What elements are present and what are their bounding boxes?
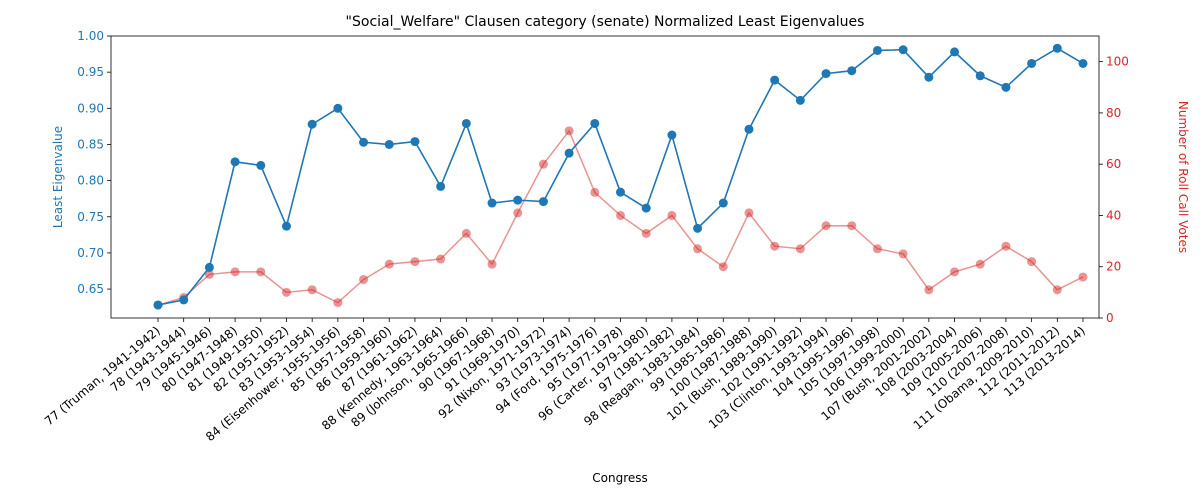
roll-call-votes-point	[821, 221, 831, 231]
eigenvalue-series	[153, 43, 1088, 310]
right-y-tick-label: 40	[1106, 208, 1121, 222]
left-y-tick-label: 0.70	[77, 246, 104, 260]
least-eigenvalue-point	[153, 300, 163, 310]
least-eigenvalue-point	[821, 69, 831, 79]
roll-call-votes-point	[770, 241, 780, 251]
roll-call-votes-point	[872, 244, 882, 254]
roll-call-votes-point	[281, 287, 291, 297]
right-y-tick-label: 20	[1106, 260, 1121, 274]
left-y-tick-label: 0.90	[77, 101, 104, 115]
roll-call-votes-point	[461, 228, 471, 238]
least-eigenvalue-point	[281, 221, 291, 231]
least-eigenvalue-point	[667, 130, 677, 140]
least-eigenvalue-point	[230, 157, 240, 167]
roll-call-votes-point	[487, 259, 497, 269]
least-eigenvalue-point	[718, 198, 728, 208]
left-y-tick-label: 0.80	[77, 174, 104, 188]
least-eigenvalue-line	[157, 47, 1084, 306]
roll-call-votes-point	[307, 285, 317, 295]
least-eigenvalue-point	[461, 118, 471, 128]
least-eigenvalue-point	[384, 139, 394, 149]
right-y-tick-label: 60	[1106, 157, 1121, 171]
least-eigenvalue-point	[975, 71, 985, 81]
roll-call-votes-point	[795, 244, 805, 254]
least-eigenvalue-point	[898, 45, 908, 55]
right-y-axis: 0 20 40 60 80 100	[1099, 55, 1129, 325]
roll-call-votes-point	[693, 244, 703, 254]
left-y-axis: 0.65 0.70 0.75 0.80 0.85 0.90 0.95 1.00	[77, 29, 111, 296]
right-y-tick-label: 80	[1106, 106, 1121, 120]
roll-call-votes-point	[718, 262, 728, 272]
roll-call-votes-point	[436, 254, 446, 264]
least-eigenvalue-point	[872, 45, 882, 55]
least-eigenvalue-point	[538, 197, 548, 207]
least-eigenvalue-point	[204, 262, 214, 272]
roll-call-votes-point	[333, 298, 343, 308]
right-y-tick-label: 100	[1106, 55, 1129, 69]
roll-call-votes-point	[616, 210, 625, 220]
least-eigenvalue-point	[1027, 58, 1037, 68]
right-y-axis-label: Number of Roll Call Votes	[1176, 101, 1190, 253]
least-eigenvalue-point	[847, 66, 857, 76]
least-eigenvalue-point	[564, 148, 574, 158]
least-eigenvalue-point	[179, 295, 189, 305]
least-eigenvalue-point	[256, 160, 266, 170]
roll-call-votes-point	[359, 275, 369, 285]
roll-call-votes-point	[641, 228, 651, 238]
least-eigenvalue-point	[307, 119, 317, 129]
least-eigenvalue-point	[693, 223, 703, 233]
least-eigenvalue-point	[436, 181, 446, 191]
left-y-tick-label: 0.85	[77, 137, 104, 151]
roll-call-votes-point	[1052, 285, 1062, 295]
roll-call-votes-point	[1001, 241, 1011, 251]
left-y-tick-label: 0.65	[77, 282, 104, 296]
roll-call-votes-point	[1027, 257, 1037, 267]
least-eigenvalue-point	[795, 95, 805, 105]
roll-call-votes-point	[667, 210, 677, 220]
roll-call-votes-point	[744, 208, 754, 218]
least-eigenvalue-point	[641, 203, 651, 213]
roll-call-votes-point	[513, 208, 523, 218]
least-eigenvalue-point	[1052, 43, 1062, 53]
plot-frame	[110, 35, 1100, 319]
roll-call-votes-point	[384, 259, 394, 269]
least-eigenvalue-point	[1001, 82, 1011, 92]
least-eigenvalue-point	[950, 47, 960, 57]
x-axis: 77 (Truman, 1941-1942)78 (1943-1944)79 (…	[42, 318, 1088, 444]
right-y-tick-label: 0	[1106, 311, 1114, 325]
roll-call-votes-point	[590, 187, 600, 197]
least-eigenvalue-point	[359, 137, 369, 147]
roll-call-votes-point	[410, 257, 420, 267]
left-y-tick-label: 0.75	[77, 210, 104, 224]
roll-call-votes-point	[538, 159, 548, 169]
least-eigenvalue-point	[333, 103, 343, 113]
least-eigenvalue-point	[1078, 58, 1088, 68]
roll-call-votes-point	[898, 249, 908, 259]
least-eigenvalue-point	[770, 75, 780, 85]
roll-call-votes-point	[924, 285, 934, 295]
roll-call-series	[153, 126, 1088, 310]
roll-call-votes-point	[230, 267, 240, 277]
left-y-axis-label: Least Eigenvalue	[51, 126, 65, 228]
roll-call-votes-point	[564, 126, 574, 136]
roll-call-votes-point	[256, 267, 266, 277]
roll-call-votes-point	[847, 221, 857, 231]
least-eigenvalue-point	[744, 124, 754, 134]
roll-call-votes-point	[975, 259, 985, 269]
least-eigenvalue-point	[513, 195, 523, 205]
chart-title: "Social_Welfare" Clausen category (senat…	[346, 14, 865, 30]
roll-call-votes-point	[204, 269, 214, 279]
least-eigenvalue-point	[487, 198, 497, 208]
least-eigenvalue-point	[616, 187, 625, 197]
roll-call-votes-point	[1078, 272, 1088, 282]
least-eigenvalue-point	[410, 137, 420, 147]
roll-call-votes-point	[950, 267, 960, 277]
left-y-tick-label: 1.00	[77, 29, 104, 43]
least-eigenvalue-point	[924, 72, 934, 82]
left-y-tick-label: 0.95	[77, 65, 104, 79]
least-eigenvalue-point	[590, 118, 600, 128]
x-axis-label: Congress	[592, 471, 648, 485]
